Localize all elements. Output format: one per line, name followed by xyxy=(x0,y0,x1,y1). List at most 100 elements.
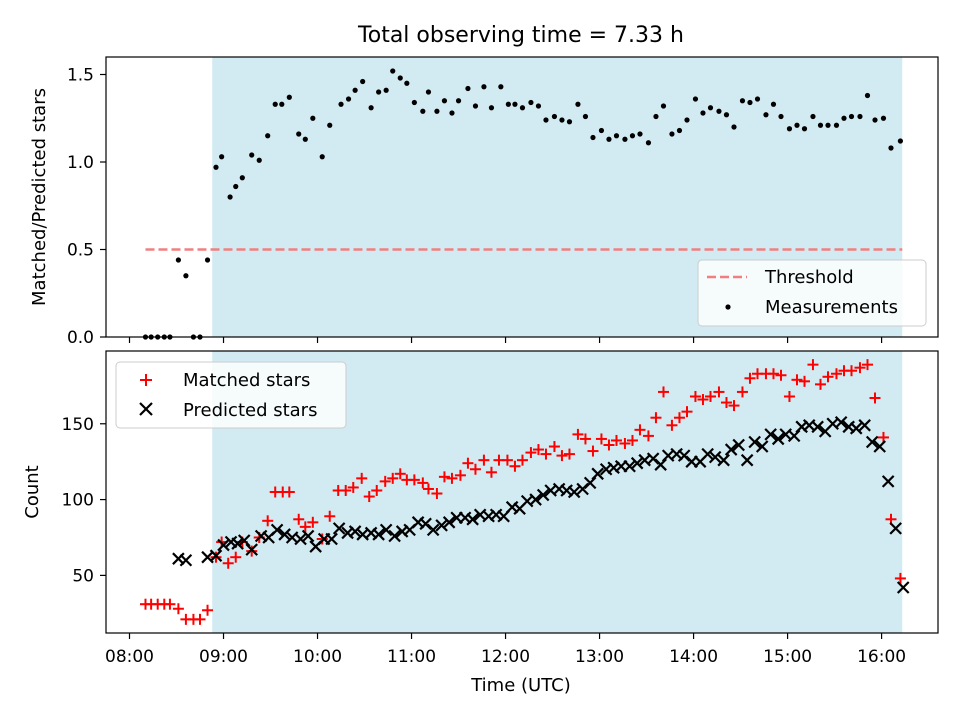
predicted-star-point-49 xyxy=(567,485,581,499)
top-legend-box xyxy=(697,259,927,327)
matched-star-point-40 xyxy=(438,471,450,483)
predicted-star-point-24 xyxy=(372,528,385,541)
measurement-point-85 xyxy=(794,122,800,128)
predicted-star-point-1 xyxy=(179,553,193,567)
bottom-x-tick-label-1: 09:00 xyxy=(199,647,248,667)
measurement-point-53 xyxy=(543,117,549,123)
matched-star-point-77 xyxy=(728,400,740,412)
matched-star-point-86 xyxy=(799,375,811,387)
predicted-star-point-80 xyxy=(811,420,824,434)
measurement-point-72 xyxy=(692,96,699,102)
measurement-point-35 xyxy=(404,80,410,86)
measurement-point-58 xyxy=(582,113,589,120)
top-y-tick-label-1: 0.5 xyxy=(67,241,94,261)
predicted-star-point-33 xyxy=(442,516,456,529)
matched-star-point-17 xyxy=(262,515,274,527)
matched-star-point-72 xyxy=(689,390,701,402)
measurement-point-40 xyxy=(441,98,448,104)
matched-star-point-62 xyxy=(610,434,622,446)
predicted-star-point-89 xyxy=(881,475,895,488)
predicted-star-point-14 xyxy=(294,532,307,546)
bottom-x-tick-label-5: 13:00 xyxy=(575,647,624,667)
predicted-star-point-85 xyxy=(849,422,863,435)
matched-star-point-50 xyxy=(516,454,528,466)
matched-star-point-52 xyxy=(532,444,544,456)
measurement-point-30 xyxy=(368,105,374,111)
bottom-x-tick-label-0: 08:00 xyxy=(105,647,154,667)
top-axes-frame xyxy=(105,56,939,338)
measurement-point-29 xyxy=(360,78,366,85)
predicted-star-point-26 xyxy=(388,529,401,543)
predicted-stars-points xyxy=(172,415,910,594)
measurement-point-22 xyxy=(302,136,308,142)
bottom-x-tick-label-6: 14:00 xyxy=(669,647,718,667)
measurement-point-18 xyxy=(272,101,278,107)
matched-star-point-75 xyxy=(713,386,725,398)
measurement-point-79 xyxy=(747,99,753,106)
measurement-point-36 xyxy=(411,99,417,106)
measurement-point-93 xyxy=(857,113,863,120)
predicted-star-point-87 xyxy=(865,435,879,449)
matched-star-point-98 xyxy=(894,572,906,584)
threshold-legend-label: Threshold xyxy=(764,267,854,288)
matched-star-point-51 xyxy=(525,447,537,459)
measurement-point-49 xyxy=(512,101,518,107)
predicted-star-point-19 xyxy=(332,522,346,535)
predicted-star-point-74 xyxy=(764,428,777,441)
bottom-x-ticks: 08:00 09:00 10:00 11:00 12:00 13:00 14:00 15:00… xyxy=(105,633,906,667)
measurement-point-61 xyxy=(606,136,612,142)
matched-star-point-54 xyxy=(548,441,560,453)
matched-star-point-34 xyxy=(394,468,406,480)
matched-star-point-38 xyxy=(422,483,434,495)
measurement-point-43 xyxy=(465,85,471,92)
measurement-point-67 xyxy=(653,113,659,120)
predicted-star-point-66 xyxy=(701,447,714,461)
matched-star-point-5 xyxy=(172,603,184,615)
matched-star-point-65 xyxy=(634,424,646,436)
measurement-point-41 xyxy=(449,110,455,116)
measurement-point-27 xyxy=(345,96,352,102)
measurement-point-48 xyxy=(505,101,511,107)
measurement-point-74 xyxy=(707,105,714,111)
matched-star-point-44 xyxy=(469,463,481,475)
top-panel: 0.0 0.5 1.0 1.5 Matched/Predicted stars Thr… xyxy=(29,56,939,348)
predicted-star-point-44 xyxy=(529,493,542,506)
matched-star-point-89 xyxy=(822,371,834,383)
matched-star-point-79 xyxy=(744,372,756,384)
predicted-star-point-11 xyxy=(270,523,284,537)
matched-star-point-83 xyxy=(775,369,787,381)
measurement-point-33 xyxy=(390,68,396,74)
measurement-point-95 xyxy=(872,117,878,123)
matched-star-point-29 xyxy=(356,472,368,484)
matched-star-point-85 xyxy=(791,374,803,386)
measurement-point-71 xyxy=(684,117,690,123)
matched-star-point-32 xyxy=(379,475,391,487)
measurement-point-38 xyxy=(425,89,432,95)
measurement-point-21 xyxy=(296,131,302,137)
measurement-point-16 xyxy=(256,157,262,163)
predicted-star-point-15 xyxy=(301,529,315,543)
top-y-tick-label-3: 1.5 xyxy=(67,66,94,86)
predicted-star-point-68 xyxy=(717,453,730,467)
predicted-star-point-75 xyxy=(771,432,785,446)
measurement-point-70 xyxy=(676,127,683,134)
measurement-point-34 xyxy=(397,75,403,81)
measurement-point-83 xyxy=(778,113,784,120)
measurement-point-86 xyxy=(801,126,808,132)
bottom-y-tick-label-1: 100 xyxy=(62,491,94,511)
matched-star-point-95 xyxy=(869,392,881,404)
bottom-x-tick-label-7: 15:00 xyxy=(763,647,812,667)
measurement-point-63 xyxy=(622,136,628,142)
measurement-point-47 xyxy=(498,84,504,90)
matched-stars-legend-label: Matched stars xyxy=(183,370,310,391)
predicted-star-point-72 xyxy=(748,435,761,449)
top-legend: Threshold Measurements xyxy=(697,259,927,327)
measurement-point-82 xyxy=(770,101,777,107)
measurement-point-32 xyxy=(383,87,389,93)
matched-star-point-70 xyxy=(673,412,685,424)
predicted-star-point-4 xyxy=(217,538,230,552)
measurement-point-94 xyxy=(864,92,871,99)
matched-star-point-68 xyxy=(657,386,669,398)
measurement-point-52 xyxy=(535,103,542,109)
